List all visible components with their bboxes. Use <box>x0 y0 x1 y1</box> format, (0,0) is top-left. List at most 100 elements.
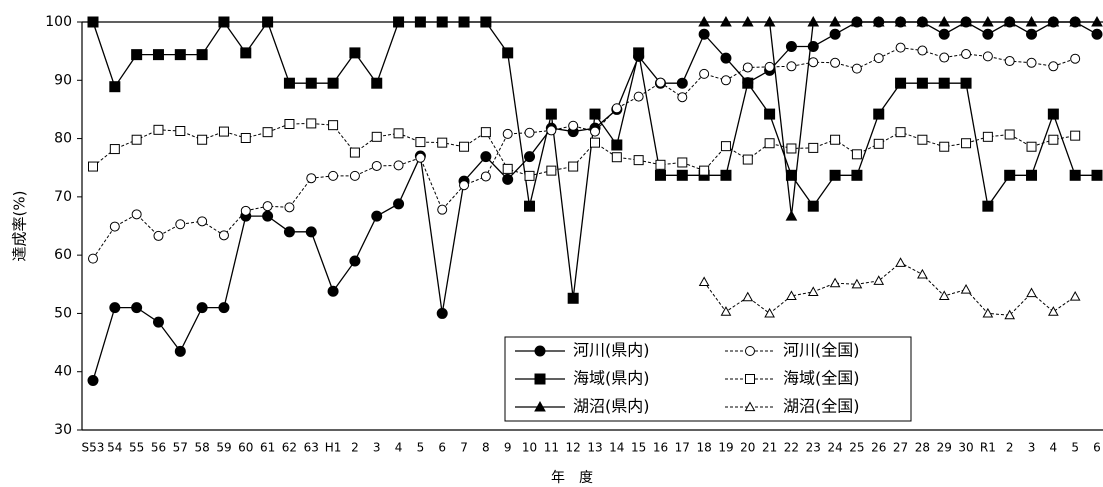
data-point <box>764 307 775 318</box>
data-point <box>1047 15 1060 27</box>
y-tick-label: 30 <box>54 422 72 438</box>
data-point <box>960 284 972 294</box>
x-tick-label: 24 <box>827 441 842 455</box>
data-point <box>590 137 600 148</box>
data-point <box>306 173 317 184</box>
x-tick-label: 16 <box>653 441 668 455</box>
data-point <box>917 45 928 56</box>
data-point <box>720 306 732 316</box>
data-point <box>524 127 535 138</box>
x-tick-label: 27 <box>893 441 908 455</box>
data-point <box>698 28 710 40</box>
data-point <box>459 141 470 152</box>
legend-marker <box>534 345 546 357</box>
x-tick-label: 60 <box>238 441 253 455</box>
data-point <box>349 255 361 267</box>
data-point <box>720 141 731 152</box>
data-point <box>872 15 885 27</box>
data-point <box>1069 290 1081 301</box>
data-point <box>545 108 557 120</box>
data-point <box>720 52 732 64</box>
data-point <box>699 165 710 176</box>
data-point <box>459 180 470 191</box>
data-point <box>807 40 819 52</box>
data-point <box>1069 169 1081 181</box>
legend-label: 河川(県内) <box>573 341 650 360</box>
data-point <box>109 302 121 314</box>
data-point <box>677 157 688 168</box>
data-point <box>415 137 426 148</box>
data-point <box>524 151 536 163</box>
data-point <box>524 170 535 181</box>
data-point <box>698 276 710 287</box>
data-point <box>851 169 863 181</box>
data-point <box>938 290 950 301</box>
data-point <box>1048 134 1059 145</box>
data-point <box>786 61 797 72</box>
x-tick-label: 11 <box>544 441 559 455</box>
data-point <box>698 15 710 27</box>
data-point <box>742 291 754 302</box>
data-point <box>633 155 644 166</box>
x-tick-label: 28 <box>915 441 930 455</box>
data-point <box>568 120 579 131</box>
data-point <box>1069 15 1082 27</box>
data-point <box>830 134 841 145</box>
x-tick-label: 30 <box>958 441 973 455</box>
data-point <box>939 141 950 152</box>
data-point <box>305 226 317 238</box>
data-point <box>785 40 797 52</box>
data-point <box>1047 108 1059 120</box>
data-point <box>633 47 645 59</box>
data-point <box>742 62 753 73</box>
legend-label: 河川(全国) <box>783 341 860 360</box>
legend-label: 湖沼(県内) <box>573 397 650 416</box>
data-point <box>1026 169 1038 181</box>
data-point <box>524 200 536 212</box>
data-point <box>131 134 142 145</box>
data-point <box>196 49 208 61</box>
data-point <box>1026 28 1038 40</box>
data-point <box>218 302 230 314</box>
data-point <box>262 201 273 212</box>
x-tick-label: R1 <box>980 441 996 455</box>
data-point <box>808 57 819 68</box>
data-point <box>218 16 230 28</box>
data-point <box>240 205 251 216</box>
x-tick-label: 2 <box>351 441 359 455</box>
y-tick-label: 40 <box>54 364 72 380</box>
data-point <box>88 161 98 172</box>
data-point <box>829 277 841 288</box>
data-point <box>916 77 928 89</box>
data-point <box>1047 306 1059 316</box>
data-point <box>611 139 623 151</box>
data-point <box>873 53 884 64</box>
data-point <box>763 15 776 27</box>
data-point <box>720 75 731 86</box>
x-tick-label: 18 <box>696 441 711 455</box>
data-point <box>436 16 448 28</box>
data-point <box>1091 15 1103 27</box>
series-line <box>92 20 1097 299</box>
data-point <box>829 28 841 40</box>
data-point <box>1091 28 1103 40</box>
data-point <box>655 77 666 88</box>
data-point <box>152 49 164 61</box>
data-point <box>393 16 405 28</box>
data-point <box>1070 53 1081 64</box>
data-point <box>393 128 404 139</box>
x-tick-label: 6 <box>438 441 446 455</box>
data-point <box>393 198 405 210</box>
x-tick-label: 3 <box>1028 441 1036 455</box>
x-tick-label: 13 <box>587 441 602 455</box>
data-point <box>1004 56 1015 67</box>
legend-box <box>504 336 912 422</box>
data-point <box>174 345 186 357</box>
x-tick-label: 5 <box>417 441 425 455</box>
data-point <box>938 77 950 89</box>
data-point <box>873 138 884 149</box>
legend-marker <box>744 401 756 412</box>
data-point <box>218 230 229 241</box>
data-point <box>808 142 819 153</box>
